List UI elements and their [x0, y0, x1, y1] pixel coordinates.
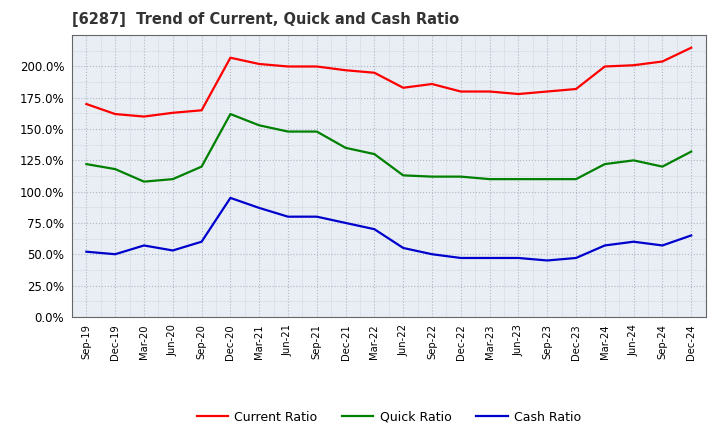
Quick Ratio [428, 174, 436, 179]
Cash Ratio [312, 214, 321, 219]
Quick Ratio [543, 176, 552, 182]
Quick Ratio [255, 123, 264, 128]
Quick Ratio [370, 151, 379, 157]
Cash Ratio [600, 243, 609, 248]
Current Ratio [687, 45, 696, 50]
Cash Ratio [82, 249, 91, 254]
Quick Ratio [629, 158, 638, 163]
Current Ratio [629, 62, 638, 68]
Cash Ratio [255, 205, 264, 211]
Quick Ratio [687, 149, 696, 154]
Current Ratio [341, 68, 350, 73]
Current Ratio [600, 64, 609, 69]
Cash Ratio [341, 220, 350, 226]
Quick Ratio [572, 176, 580, 182]
Cash Ratio [629, 239, 638, 244]
Cash Ratio [543, 258, 552, 263]
Cash Ratio [226, 195, 235, 201]
Quick Ratio [284, 129, 292, 134]
Current Ratio [197, 108, 206, 113]
Quick Ratio [168, 176, 177, 182]
Cash Ratio [111, 252, 120, 257]
Current Ratio [543, 89, 552, 94]
Quick Ratio [658, 164, 667, 169]
Quick Ratio [197, 164, 206, 169]
Quick Ratio [399, 173, 408, 178]
Current Ratio [312, 64, 321, 69]
Current Ratio [658, 59, 667, 64]
Cash Ratio [658, 243, 667, 248]
Text: [6287]  Trend of Current, Quick and Cash Ratio: [6287] Trend of Current, Quick and Cash … [72, 12, 459, 27]
Cash Ratio [168, 248, 177, 253]
Cash Ratio [370, 227, 379, 232]
Legend: Current Ratio, Quick Ratio, Cash Ratio: Current Ratio, Quick Ratio, Cash Ratio [192, 406, 586, 429]
Cash Ratio [485, 255, 494, 260]
Current Ratio [572, 86, 580, 92]
Quick Ratio [312, 129, 321, 134]
Cash Ratio [197, 239, 206, 244]
Cash Ratio [284, 214, 292, 219]
Quick Ratio [600, 161, 609, 167]
Current Ratio [226, 55, 235, 60]
Current Ratio [428, 81, 436, 87]
Line: Cash Ratio: Cash Ratio [86, 198, 691, 260]
Quick Ratio [485, 176, 494, 182]
Cash Ratio [140, 243, 148, 248]
Cash Ratio [514, 255, 523, 260]
Current Ratio [370, 70, 379, 75]
Cash Ratio [687, 233, 696, 238]
Current Ratio [140, 114, 148, 119]
Quick Ratio [514, 176, 523, 182]
Quick Ratio [341, 145, 350, 150]
Current Ratio [284, 64, 292, 69]
Current Ratio [111, 111, 120, 117]
Quick Ratio [82, 161, 91, 167]
Current Ratio [82, 101, 91, 106]
Quick Ratio [111, 166, 120, 172]
Cash Ratio [572, 255, 580, 260]
Line: Current Ratio: Current Ratio [86, 48, 691, 117]
Cash Ratio [456, 255, 465, 260]
Line: Quick Ratio: Quick Ratio [86, 114, 691, 182]
Quick Ratio [456, 174, 465, 179]
Current Ratio [255, 61, 264, 66]
Current Ratio [456, 89, 465, 94]
Current Ratio [168, 110, 177, 115]
Current Ratio [399, 85, 408, 90]
Current Ratio [514, 92, 523, 97]
Cash Ratio [399, 246, 408, 251]
Quick Ratio [226, 111, 235, 117]
Quick Ratio [140, 179, 148, 184]
Current Ratio [485, 89, 494, 94]
Cash Ratio [428, 252, 436, 257]
